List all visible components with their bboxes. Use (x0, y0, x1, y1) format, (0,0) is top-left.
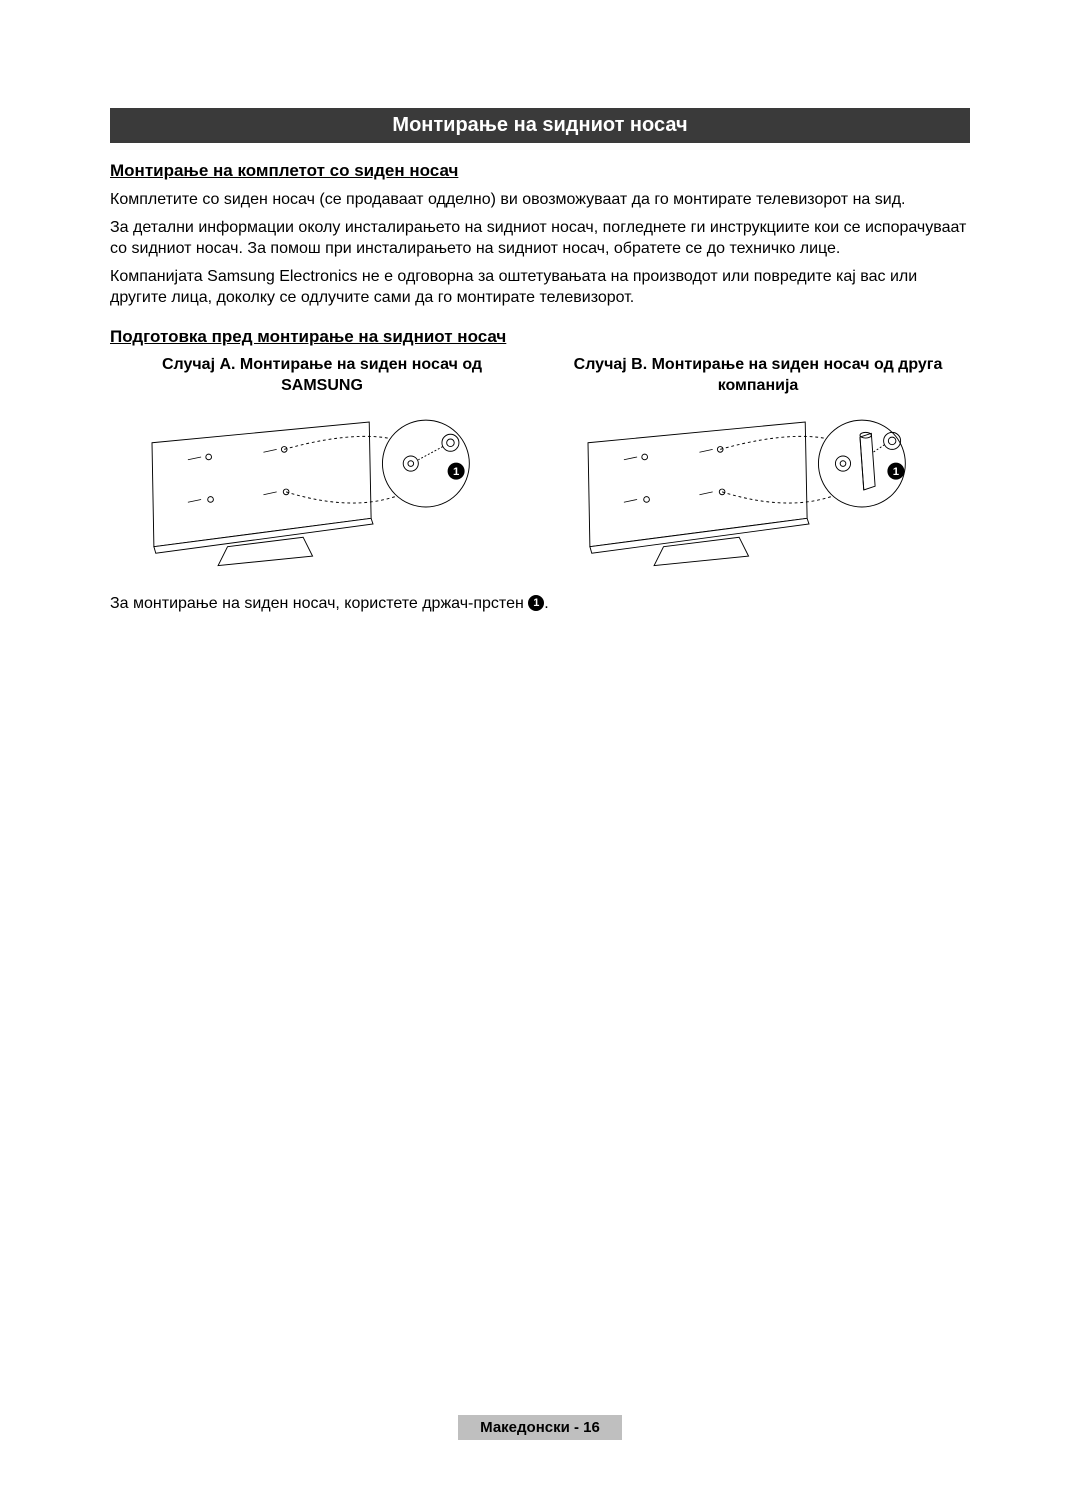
footnote-suffix: . (544, 595, 548, 612)
page-number-pill: Македонски - 16 (458, 1415, 622, 1440)
case-b-label: Случај B. Монтирање на ѕиден носач од др… (546, 355, 970, 397)
paragraph-1: Комплетите со ѕиден носач (се продаваат … (110, 189, 970, 211)
paragraph-3: Компанијата Samsung Electronics не е одг… (110, 266, 970, 309)
svg-text:1: 1 (453, 465, 459, 477)
page-footer: Македонски - 16 (0, 1415, 1080, 1440)
section-title-text: Монтирање на ѕидниот носач (392, 114, 687, 136)
case-b-illustration: 1 (546, 405, 970, 575)
section-title-bar: Монтирање на ѕидниот носач (110, 108, 970, 143)
case-b-label-line1: Случај B. Монтирање на ѕиден носач од др… (574, 356, 943, 373)
svg-text:1: 1 (893, 465, 899, 477)
case-a-illustration: 1 (110, 405, 534, 575)
illustration-row: Случај A. Монтирање на ѕиден носач од SA… (110, 355, 970, 575)
case-b-label-line2: компанија (718, 377, 799, 394)
case-a-column: Случај A. Монтирање на ѕиден носач од SA… (110, 355, 534, 575)
paragraph-2: За детални информации околу инсталирањет… (110, 217, 970, 260)
subheading-1: Монтирање на комплетот со ѕиден носач (110, 161, 970, 181)
case-a-label-line1: Случај A. Монтирање на ѕиден носач од (162, 356, 482, 373)
footnote-prefix: За монтирање на ѕиден носач, користете д… (110, 595, 528, 612)
case-a-label: Случај A. Монтирање на ѕиден носач од SA… (110, 355, 534, 397)
case-a-label-line2: SAMSUNG (281, 377, 363, 394)
footnote: За монтирање на ѕиден носач, користете д… (110, 595, 970, 613)
manual-page: Монтирање на ѕидниот носач Монтирање на … (0, 0, 1080, 1494)
badge-1-icon: 1 (528, 595, 544, 611)
subheading-2: Подготовка пред монтирање на ѕидниот нос… (110, 327, 970, 347)
case-b-column: Случај B. Монтирање на ѕиден носач од др… (546, 355, 970, 575)
